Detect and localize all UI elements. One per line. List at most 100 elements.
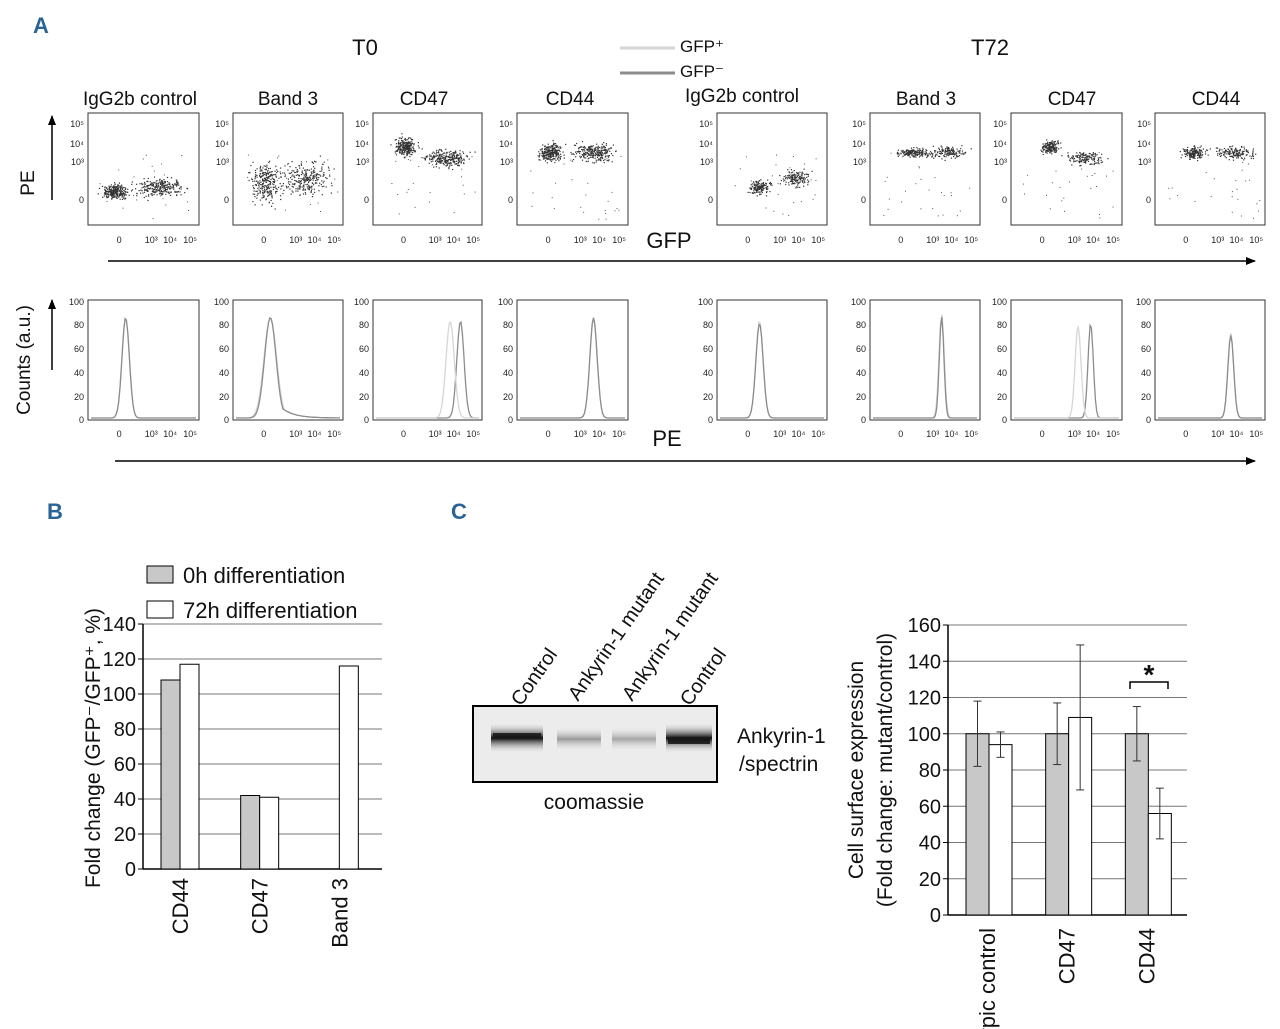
significance-star: *	[1144, 659, 1155, 690]
scatter-dot	[553, 155, 555, 157]
legend-label: 72h differentiation	[183, 598, 358, 623]
scatter-dot	[142, 186, 145, 188]
scatter-x-tick: 0	[401, 235, 406, 245]
scatter-dot	[149, 188, 151, 190]
scatter-dot	[447, 156, 449, 158]
scatter-dot	[276, 179, 278, 181]
scatter-dot	[275, 188, 278, 190]
scatter-dot	[542, 155, 544, 157]
scatter-dot	[299, 167, 301, 169]
scatter-dot	[600, 158, 602, 160]
scatter-dot	[119, 190, 121, 192]
scatter-dot	[440, 162, 442, 164]
scatter-dot	[557, 153, 559, 155]
scatter-dot	[560, 153, 562, 155]
scatter-dot	[147, 190, 149, 192]
scatter-dot	[408, 141, 410, 143]
scatter-dot	[1027, 174, 1029, 176]
scatter-dot	[594, 155, 596, 157]
scatter-dot	[156, 186, 158, 188]
scatter-dot	[556, 149, 558, 151]
scatter-dot	[1242, 153, 1245, 155]
scatter-dot	[255, 174, 257, 176]
scatter-dot	[1047, 150, 1050, 152]
y-tick-label: 160	[908, 615, 941, 637]
scatter-dot	[958, 151, 960, 153]
scatter-dot	[159, 178, 161, 180]
scatter-dot	[305, 178, 307, 180]
scatter-dot	[1236, 152, 1239, 155]
scatter-dot	[401, 139, 403, 142]
scatter-dot	[409, 141, 411, 143]
scatter-dot	[794, 174, 796, 176]
histogram-x-tick: 10⁴	[1229, 429, 1243, 439]
scatter-dot	[793, 173, 795, 175]
scatter-dot	[755, 186, 757, 188]
scatter-dot	[112, 188, 115, 190]
scatter-dot	[101, 185, 104, 187]
scatter-dot	[799, 186, 801, 188]
scatter-dot	[275, 165, 277, 167]
scatter-dot	[1045, 149, 1047, 151]
scatter-dot	[1050, 150, 1052, 152]
scatter-dot	[919, 151, 921, 153]
histogram-frame	[1154, 299, 1266, 421]
scatter-dot	[334, 178, 336, 180]
scatter-dot	[798, 174, 800, 176]
scatter-dot	[445, 155, 447, 157]
scatter-dot	[145, 195, 147, 197]
scatter-dot	[915, 151, 917, 153]
scatter-dot	[410, 138, 413, 140]
scatter-dot	[302, 186, 304, 188]
scatter-dot	[1048, 142, 1050, 144]
scatter-dot	[1100, 161, 1102, 164]
scatter-dot	[579, 155, 581, 157]
scatter-dot	[120, 190, 122, 192]
scatter-dot	[107, 196, 109, 198]
scatter-dot	[1229, 150, 1231, 152]
scatter-dot	[542, 157, 544, 159]
scatter-dot	[311, 172, 313, 174]
scatter-dot	[800, 177, 802, 179]
scatter-dot	[1086, 157, 1088, 159]
scatter-dot	[1092, 155, 1094, 157]
scatter-dot	[546, 151, 548, 153]
scatter-dot	[804, 178, 806, 180]
scatter-dot	[143, 178, 145, 180]
scatter-dot	[1194, 157, 1196, 159]
scatter-dot	[961, 145, 963, 147]
scatter-dot	[538, 156, 540, 158]
scatter-dot	[589, 149, 591, 151]
scatter-dot	[141, 183, 143, 185]
scatter-dot	[427, 155, 429, 157]
scatter-dot	[605, 218, 607, 220]
scatter-dot	[555, 152, 557, 155]
scatter-dot	[604, 159, 606, 161]
blot-band	[493, 733, 541, 737]
histogram-x-axis-label: PE	[652, 426, 681, 451]
scatter-dot	[158, 193, 160, 195]
scatter-dot	[956, 155, 958, 157]
scatter-dot	[261, 170, 263, 172]
scatter-dot	[406, 150, 408, 153]
scatter-dot	[598, 146, 601, 149]
scatter-dot	[1041, 150, 1043, 152]
scatter-dot	[797, 183, 799, 185]
scatter-dot	[538, 155, 541, 157]
scatter-dot	[143, 191, 146, 193]
scatter-dot	[113, 192, 115, 194]
scatter-dot	[398, 146, 400, 148]
scatter-dot	[932, 208, 934, 210]
scatter-dot	[267, 171, 269, 173]
scatter-dot	[266, 178, 268, 180]
scatter-dot	[111, 195, 114, 197]
scatter-dot	[431, 152, 433, 154]
scatter-dot	[582, 156, 585, 158]
scatter-dot	[440, 149, 442, 151]
scatter-dot	[1050, 146, 1053, 148]
scatter-dot	[954, 157, 956, 159]
scatter-dot	[1186, 151, 1189, 153]
scatter-dot	[548, 145, 550, 148]
scatter-dot	[446, 160, 449, 162]
scatter-dot	[798, 178, 800, 180]
